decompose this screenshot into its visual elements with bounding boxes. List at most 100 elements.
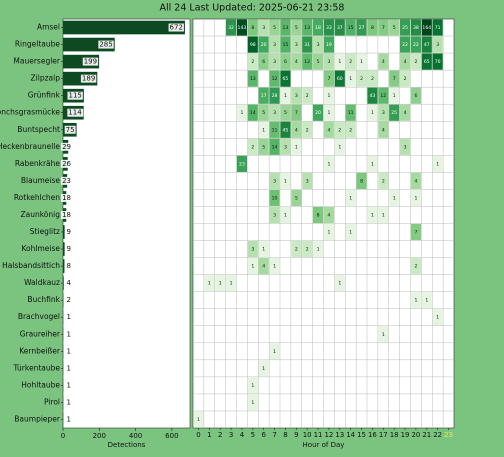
heat-cell xyxy=(367,19,378,36)
heat-cell xyxy=(269,121,280,138)
cell-value: 15 xyxy=(348,25,354,31)
chart-title: All 24 Last Updated: 2025-06-21 23:58 xyxy=(160,3,345,14)
value-box xyxy=(61,176,72,185)
cell-value: 1 xyxy=(436,161,439,167)
cell-value: 1 xyxy=(262,366,265,372)
heat-cell xyxy=(226,275,237,292)
cell-value: 2 xyxy=(414,264,417,270)
heat-cell xyxy=(269,138,280,155)
cell-value: 12 xyxy=(272,76,278,82)
heat-cell xyxy=(291,87,302,104)
value-box xyxy=(65,245,72,254)
heat-cell xyxy=(302,36,313,53)
cell-value: 11 xyxy=(348,110,354,116)
heat-cell xyxy=(410,53,421,70)
heat-cell xyxy=(356,19,367,36)
cell-value: 7 xyxy=(327,76,330,82)
cell-value: 4 xyxy=(382,59,385,65)
heat-cell xyxy=(410,87,421,104)
heat-cell xyxy=(334,19,345,36)
heat-cell xyxy=(313,240,324,258)
species-label: Pirol xyxy=(44,397,60,406)
cell-value: 3 xyxy=(273,59,276,65)
value-box xyxy=(65,313,72,322)
heat-cell xyxy=(356,172,367,190)
cell-value: 5 xyxy=(273,25,276,31)
heat-cell xyxy=(323,19,334,36)
x-tick-label: 2 xyxy=(218,431,222,439)
heat-cell xyxy=(302,240,313,258)
heat-cell xyxy=(247,19,258,36)
cell-value: 1 xyxy=(382,212,385,218)
cell-value: 2 xyxy=(251,144,254,150)
bar-value-label: 4 xyxy=(67,279,72,287)
cell-value: 25 xyxy=(391,110,397,116)
value-box xyxy=(168,23,184,32)
bar-value-label: 114 xyxy=(68,109,82,117)
cell-value: 3 xyxy=(436,42,439,48)
cell-value: 2 xyxy=(295,247,298,253)
cell-value: 2 xyxy=(382,178,385,184)
cell-value: 1 xyxy=(349,76,352,82)
heat-cell xyxy=(345,104,356,121)
cell-value: 32 xyxy=(228,25,234,31)
x-tick-label: 200 xyxy=(93,432,106,440)
species-label: Zilpzalp xyxy=(31,74,61,83)
cell-value: 15 xyxy=(283,42,289,48)
heat-cell xyxy=(247,138,258,155)
cell-value: 7 xyxy=(393,76,396,82)
value-box xyxy=(65,415,72,424)
x-tick-label: 12 xyxy=(324,431,333,439)
cell-value: 8 xyxy=(360,178,363,184)
heat-cell xyxy=(378,104,389,121)
cell-value: 6 xyxy=(414,93,417,99)
bar-value-label: 1 xyxy=(67,381,71,389)
species-label: Buchfink xyxy=(27,295,60,304)
cell-value: 4 xyxy=(382,127,385,133)
heat-cell xyxy=(410,257,421,275)
species-label: Ringeltaube xyxy=(15,40,61,49)
cell-value: 20 xyxy=(315,110,321,116)
cell-value: 5 xyxy=(317,59,320,65)
bar-value-label: 8 xyxy=(67,262,71,270)
cell-value: 4 xyxy=(295,127,298,133)
value-box xyxy=(64,125,76,134)
bar-value-label: 23 xyxy=(62,177,71,185)
x-tick-label: 21 xyxy=(422,431,431,439)
cell-value: 1 xyxy=(284,178,287,184)
heat-cell xyxy=(421,19,432,36)
x-tick-label: 7 xyxy=(272,431,276,439)
heat-cell xyxy=(323,223,334,241)
heat-cell xyxy=(258,36,269,53)
cell-value: 1 xyxy=(327,161,330,167)
cell-value: 1 xyxy=(327,230,330,236)
value-box xyxy=(61,193,72,202)
cell-value: 47 xyxy=(424,42,430,48)
x-tick-label: 400 xyxy=(129,432,142,440)
cell-value: 1 xyxy=(436,315,439,321)
heat-cell xyxy=(291,53,302,70)
heat-cell xyxy=(215,275,226,292)
heat-cell xyxy=(280,19,291,36)
heat-cell xyxy=(313,19,324,36)
cell-value: 5 xyxy=(393,25,396,31)
heat-cell xyxy=(258,121,269,138)
heat-cell xyxy=(356,70,367,87)
heat-cell xyxy=(400,70,411,87)
species-label: Rotkehlchen xyxy=(14,193,60,202)
heat-cell xyxy=(291,19,302,36)
heat-cell xyxy=(378,206,389,224)
heat-cell xyxy=(389,87,400,104)
heat-cell xyxy=(302,53,313,70)
bar-value-label: 189 xyxy=(82,75,95,83)
heat-cell xyxy=(280,138,291,155)
heat-cell xyxy=(247,70,258,87)
cell-value: 1 xyxy=(338,59,341,65)
x-tick-label: 19 xyxy=(401,431,410,439)
heat-cell xyxy=(226,19,237,36)
x-tick-label: 600 xyxy=(165,432,178,440)
heat-cell xyxy=(269,206,280,224)
cell-value: 7 xyxy=(382,25,385,31)
cell-value: 65 xyxy=(424,59,430,65)
cell-value: 7 xyxy=(295,110,298,116)
